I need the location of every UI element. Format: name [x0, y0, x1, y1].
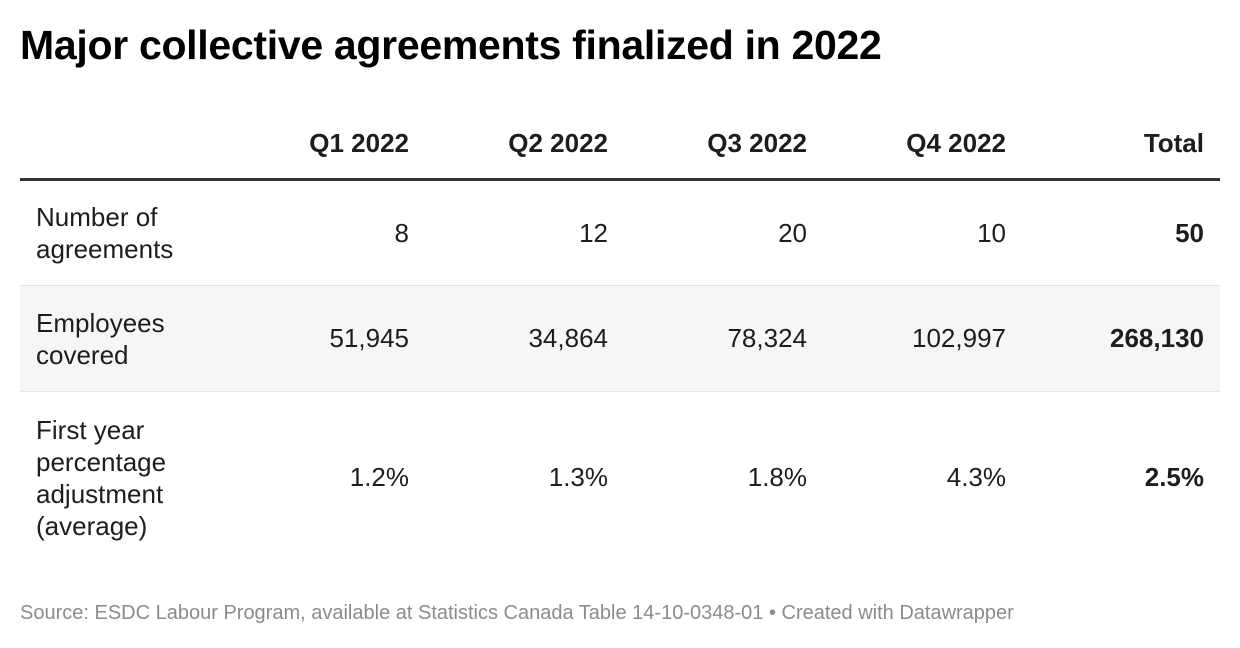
- corner-header-cell: [20, 108, 210, 181]
- column-header-q4: Q4 2022: [823, 108, 1022, 181]
- table-row-adjustment: First year percentage adjustment (averag…: [20, 392, 1220, 564]
- table-cell: 1.2%: [349, 462, 409, 493]
- table-cell: 102,997: [823, 285, 1022, 392]
- table-row-agreements: Number of agreements 8 12 20 10 50: [20, 179, 1220, 286]
- header-row: Q1 2022 Q2 2022 Q3 2022 Q4 2022 Total: [20, 108, 1220, 181]
- row-label: Employees covered: [20, 285, 210, 392]
- table-cell: 1.3%: [548, 462, 608, 493]
- table-row-employees: Employees covered 51,945 34,864 78,324 1…: [20, 285, 1220, 392]
- table-cell: 8: [210, 179, 425, 286]
- table-cell: 78,324: [624, 285, 823, 392]
- column-header-q3: Q3 2022: [624, 108, 823, 181]
- column-header-q2: Q2 2022: [425, 108, 624, 181]
- table-cell: 12: [425, 179, 624, 286]
- data-table: Q1 2022 Q2 2022 Q3 2022 Q4 2022 Total Nu…: [20, 108, 1220, 564]
- table-cell: 1.8%: [747, 462, 807, 493]
- table-cell: 34,864: [425, 285, 624, 392]
- table-cell: 10: [823, 179, 1022, 286]
- table-cell: 51,945: [210, 285, 425, 392]
- total-cell: 50: [1022, 179, 1220, 286]
- row-label: Number of agreements: [20, 179, 210, 286]
- column-header-total: Total: [1022, 108, 1220, 181]
- total-cell: 268,130: [1022, 285, 1220, 392]
- total-cell: 2.5%: [1144, 462, 1204, 493]
- row-label: First year percentage adjustment (averag…: [36, 414, 167, 541]
- column-header-q1: Q1 2022: [210, 108, 425, 181]
- source-note: Source: ESDC Labour Program, available a…: [20, 602, 1014, 624]
- chart-title: Major collective agreements finalized in…: [20, 22, 882, 68]
- table-cell: 4.3%: [946, 462, 1006, 493]
- table-cell: 20: [624, 179, 823, 286]
